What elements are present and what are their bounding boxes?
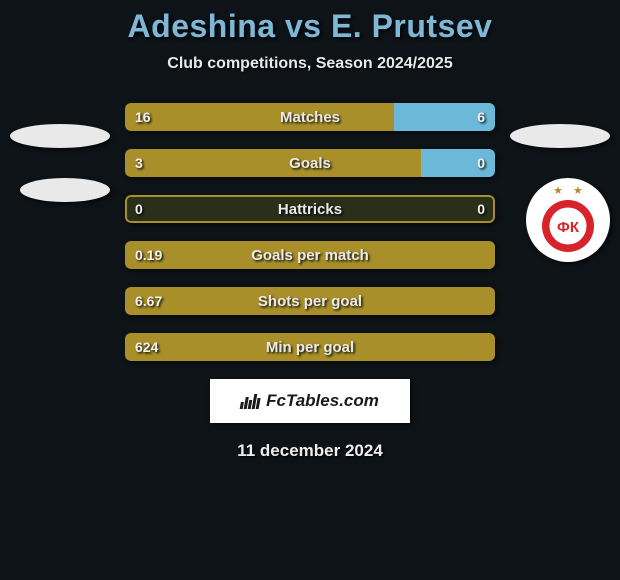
player2-name: E. Prutsev (331, 8, 493, 44)
stat-label: Shots per goal (125, 287, 495, 315)
fctables-watermark: FcTables.com (210, 379, 410, 423)
stat-bars: Matches166Goals30Hattricks00Goals per ma… (0, 103, 620, 361)
stat-value-right: 6 (477, 103, 485, 131)
stat-bar-row: Matches16 6 (125, 103, 495, 131)
stat-value-left: 624 (135, 333, 158, 361)
stat-label: Min per goal (125, 333, 495, 361)
stat-label: Goals (125, 149, 495, 177)
stat-value-left: 6.67 (135, 287, 162, 315)
comparison-title: Adeshina vs E. Prutsev (0, 0, 620, 45)
player1-name: Adeshina (128, 8, 276, 44)
stat-value-left: 0 (135, 195, 143, 223)
fctables-text: FcTables.com (266, 391, 379, 411)
stat-label: Matches (125, 103, 495, 131)
vs-text: vs (285, 8, 322, 44)
subtitle: Club competitions, Season 2024/2025 (0, 55, 620, 73)
stat-bar-row: Hattricks0 0 (125, 195, 495, 223)
stat-bar-row: Goals per match0.19 (125, 241, 495, 269)
stat-value-left: 3 (135, 149, 143, 177)
stat-label: Goals per match (125, 241, 495, 269)
stat-value-right: 0 (477, 149, 485, 177)
fctables-icon (240, 394, 262, 409)
stat-bar-row: Goals3 0 (125, 149, 495, 177)
stat-label: Hattricks (125, 195, 495, 223)
stat-value-right: 0 (477, 195, 485, 223)
stat-bar-row: Shots per goal6.67 (125, 287, 495, 315)
stat-bar-row: Min per goal624 (125, 333, 495, 361)
stat-value-left: 16 (135, 103, 151, 131)
date-text: 11 december 2024 (0, 441, 620, 461)
stat-value-left: 0.19 (135, 241, 162, 269)
